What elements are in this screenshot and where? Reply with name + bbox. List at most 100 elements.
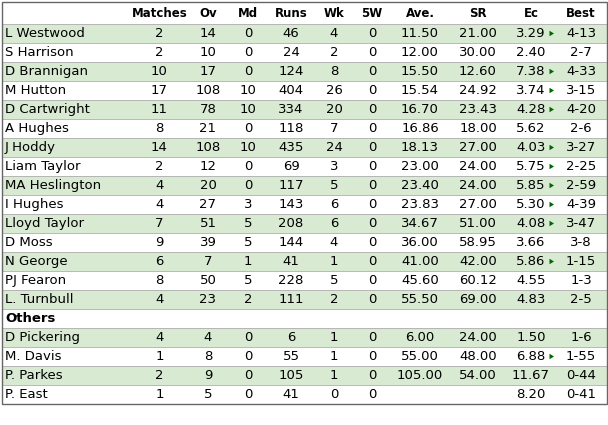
Polygon shape xyxy=(550,354,554,359)
Text: N George: N George xyxy=(5,255,67,268)
Text: 16.70: 16.70 xyxy=(401,103,439,116)
Text: 1-15: 1-15 xyxy=(566,255,596,268)
Text: 3-47: 3-47 xyxy=(566,217,596,230)
Text: 24.00: 24.00 xyxy=(459,331,497,344)
Text: P. East: P. East xyxy=(5,388,48,401)
Text: Ave.: Ave. xyxy=(406,6,435,20)
Text: 4-20: 4-20 xyxy=(566,103,596,116)
Bar xyxy=(2,366,607,385)
Text: 51: 51 xyxy=(199,217,216,230)
Text: M Hutton: M Hutton xyxy=(5,84,66,97)
Text: 14: 14 xyxy=(199,27,216,40)
Text: 39: 39 xyxy=(199,236,216,249)
Text: 4.03: 4.03 xyxy=(516,141,546,154)
Polygon shape xyxy=(550,221,554,226)
Text: 0: 0 xyxy=(368,198,376,211)
Text: 10: 10 xyxy=(240,84,257,97)
Text: 1.50: 1.50 xyxy=(516,331,546,344)
Text: 3-27: 3-27 xyxy=(566,141,596,154)
Text: 8: 8 xyxy=(155,274,164,287)
Text: 54.00: 54.00 xyxy=(459,369,497,382)
Text: 0: 0 xyxy=(244,369,252,382)
Text: 27: 27 xyxy=(199,198,216,211)
Text: 41.00: 41.00 xyxy=(401,255,439,268)
Polygon shape xyxy=(550,202,554,207)
Text: Others: Others xyxy=(5,312,55,325)
Text: 0: 0 xyxy=(244,46,252,59)
Text: 8: 8 xyxy=(155,122,164,135)
Text: D Cartwright: D Cartwright xyxy=(5,103,90,116)
Text: 4: 4 xyxy=(330,236,338,249)
Text: 5W: 5W xyxy=(361,6,382,20)
Text: 118: 118 xyxy=(278,122,303,135)
Text: Md: Md xyxy=(238,6,258,20)
Text: 16.86: 16.86 xyxy=(401,122,439,135)
Text: 15.50: 15.50 xyxy=(401,65,439,78)
Text: 48.00: 48.00 xyxy=(459,350,497,363)
Text: 111: 111 xyxy=(278,293,304,306)
Text: 3: 3 xyxy=(244,198,252,211)
Text: 20: 20 xyxy=(199,179,216,192)
Text: 1: 1 xyxy=(330,350,338,363)
Bar xyxy=(2,252,607,271)
Text: 7: 7 xyxy=(330,122,338,135)
Text: 5: 5 xyxy=(330,274,338,287)
Text: PJ Fearon: PJ Fearon xyxy=(5,274,66,287)
Text: 14: 14 xyxy=(151,141,168,154)
Text: 6: 6 xyxy=(330,217,338,230)
Text: 41: 41 xyxy=(283,388,299,401)
Text: 5.30: 5.30 xyxy=(516,198,546,211)
Text: 34.67: 34.67 xyxy=(401,217,439,230)
Polygon shape xyxy=(550,69,554,74)
Text: 0: 0 xyxy=(368,217,376,230)
Text: Runs: Runs xyxy=(275,6,308,20)
Polygon shape xyxy=(550,88,554,93)
Text: 5: 5 xyxy=(244,236,252,249)
Text: I Hughes: I Hughes xyxy=(5,198,63,211)
Text: A Hughes: A Hughes xyxy=(5,122,69,135)
Text: 4-39: 4-39 xyxy=(566,198,596,211)
Text: 108: 108 xyxy=(195,141,221,154)
Text: 0: 0 xyxy=(368,160,376,173)
Text: 2: 2 xyxy=(155,27,164,40)
Text: 58.95: 58.95 xyxy=(459,236,497,249)
Text: 60.12: 60.12 xyxy=(459,274,497,287)
Text: 117: 117 xyxy=(278,179,304,192)
Text: 6.00: 6.00 xyxy=(406,331,435,344)
Text: 105: 105 xyxy=(278,369,303,382)
Text: Lloyd Taylor: Lloyd Taylor xyxy=(5,217,84,230)
Text: 51.00: 51.00 xyxy=(459,217,497,230)
Text: 4.08: 4.08 xyxy=(516,217,545,230)
Text: 7: 7 xyxy=(204,255,212,268)
Text: 2-6: 2-6 xyxy=(570,122,592,135)
Text: 0: 0 xyxy=(368,65,376,78)
Text: 0-41: 0-41 xyxy=(566,388,596,401)
Text: 0: 0 xyxy=(368,103,376,116)
Text: 21.00: 21.00 xyxy=(459,27,497,40)
Text: 4: 4 xyxy=(155,179,164,192)
Text: 1-55: 1-55 xyxy=(566,350,596,363)
Bar xyxy=(2,385,607,404)
Text: 23.40: 23.40 xyxy=(401,179,439,192)
Text: 78: 78 xyxy=(199,103,216,116)
Text: 9: 9 xyxy=(204,369,212,382)
Bar xyxy=(2,290,607,309)
Text: 3.74: 3.74 xyxy=(516,84,546,97)
Text: 21: 21 xyxy=(199,122,216,135)
Text: 6: 6 xyxy=(287,331,295,344)
Bar xyxy=(2,62,607,81)
Text: 1: 1 xyxy=(244,255,252,268)
Bar xyxy=(2,195,607,214)
Bar xyxy=(2,347,607,366)
Text: 0: 0 xyxy=(244,27,252,40)
Bar xyxy=(2,233,607,252)
Text: 1-6: 1-6 xyxy=(570,331,592,344)
Text: 0: 0 xyxy=(368,141,376,154)
Text: 334: 334 xyxy=(278,103,303,116)
Text: 0: 0 xyxy=(244,160,252,173)
Text: 4: 4 xyxy=(155,331,164,344)
Text: 11.50: 11.50 xyxy=(401,27,439,40)
Polygon shape xyxy=(550,145,554,150)
Text: 55.00: 55.00 xyxy=(401,350,439,363)
Text: 2.40: 2.40 xyxy=(516,46,546,59)
